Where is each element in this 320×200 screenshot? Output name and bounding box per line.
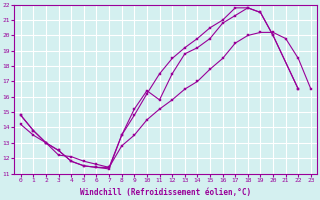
X-axis label: Windchill (Refroidissement éolien,°C): Windchill (Refroidissement éolien,°C) — [80, 188, 252, 197]
